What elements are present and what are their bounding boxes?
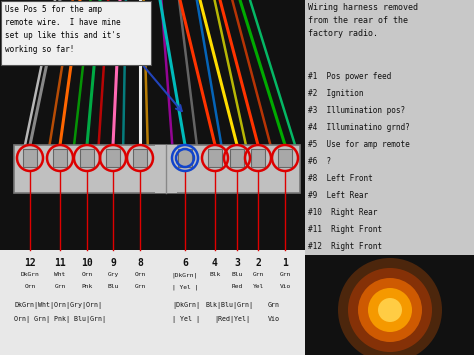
Text: |Red|Yel|: |Red|Yel| (214, 316, 250, 323)
Text: Yel: Yel (252, 284, 264, 289)
Text: Grn: Grn (279, 272, 291, 277)
Text: | Yel |: | Yel | (172, 284, 198, 289)
Text: DkGrn: DkGrn (21, 272, 39, 277)
Text: Gry: Gry (108, 272, 118, 277)
Bar (106, 149, 120, 167)
Text: #5  Use for amp remote: #5 Use for amp remote (308, 140, 410, 149)
Bar (230, 149, 244, 167)
Text: 8: 8 (137, 258, 143, 268)
Text: Pnk: Pnk (82, 284, 92, 289)
Bar (0, 250, 305, 355)
Bar (251, 149, 265, 167)
Text: #2  Ignition: #2 Ignition (308, 89, 364, 98)
Text: 10: 10 (81, 258, 93, 268)
Text: Grn: Grn (134, 284, 146, 289)
Text: #10  Right Rear: #10 Right Rear (308, 208, 377, 217)
Bar (80, 149, 94, 167)
Text: Vio: Vio (279, 284, 291, 289)
Bar (133, 149, 147, 167)
Text: Red: Red (231, 284, 243, 289)
Text: | Yel |: | Yel | (172, 316, 200, 323)
Text: #6  ?: #6 ? (308, 157, 331, 166)
Text: Grn: Grn (252, 272, 264, 277)
Bar (23, 149, 37, 167)
Text: Blu: Blu (231, 272, 243, 277)
Circle shape (378, 298, 402, 322)
Text: |DkGrn|: |DkGrn| (172, 302, 200, 309)
Text: #9  Left Rear: #9 Left Rear (308, 191, 368, 200)
Text: #4  Illuminatino grnd?: #4 Illuminatino grnd? (308, 123, 410, 132)
Text: #3  Illumination pos?: #3 Illumination pos? (308, 106, 405, 115)
Circle shape (338, 258, 442, 355)
Bar (208, 149, 222, 167)
Text: 3: 3 (234, 258, 240, 268)
Text: |DkGrn|: |DkGrn| (172, 272, 198, 278)
Text: DkGrn|Wht|Orn|Gry|Orn|: DkGrn|Wht|Orn|Gry|Orn| (14, 302, 102, 309)
Text: Blk|Blu|Grn|: Blk|Blu|Grn| (206, 302, 254, 309)
Text: Wht: Wht (55, 272, 65, 277)
Text: 11: 11 (54, 258, 66, 268)
Bar (305, 0, 474, 355)
Circle shape (358, 278, 422, 342)
Text: 12: 12 (24, 258, 36, 268)
Text: Blk: Blk (210, 272, 220, 277)
FancyBboxPatch shape (1, 1, 151, 65)
Text: 2: 2 (255, 258, 261, 268)
Text: #8  Left Front: #8 Left Front (308, 174, 373, 183)
Bar (155, 145, 177, 193)
Text: #11  Right Front: #11 Right Front (308, 225, 382, 234)
Text: Vio: Vio (268, 316, 280, 322)
Text: Blu: Blu (108, 284, 118, 289)
Text: Wiring harness removed
from the rear of the
factory radio.: Wiring harness removed from the rear of … (308, 3, 418, 38)
Text: Use Pos 5 for the amp
remote wire.  I have mine
set up like this and it's
workin: Use Pos 5 for the amp remote wire. I hav… (5, 5, 120, 54)
Text: 9: 9 (110, 258, 116, 268)
Bar (53, 149, 67, 167)
Text: Orn: Orn (24, 284, 36, 289)
Bar (278, 149, 292, 167)
Text: 4: 4 (212, 258, 218, 268)
Text: 6: 6 (182, 258, 188, 268)
Text: 1: 1 (282, 258, 288, 268)
Text: Orn: Orn (82, 272, 92, 277)
Text: Orn| Grn| Pnk| Blu|Grn|: Orn| Grn| Pnk| Blu|Grn| (14, 316, 106, 323)
Bar (14, 145, 300, 193)
Text: Orn: Orn (134, 272, 146, 277)
Text: #1  Pos power feed: #1 Pos power feed (308, 72, 391, 81)
Circle shape (368, 288, 412, 332)
Text: Grn: Grn (268, 302, 280, 308)
Text: #12  Right Front: #12 Right Front (308, 242, 382, 251)
Text: Grn: Grn (55, 284, 65, 289)
Bar (305, 255, 474, 355)
Bar (178, 149, 192, 167)
Circle shape (348, 268, 432, 352)
